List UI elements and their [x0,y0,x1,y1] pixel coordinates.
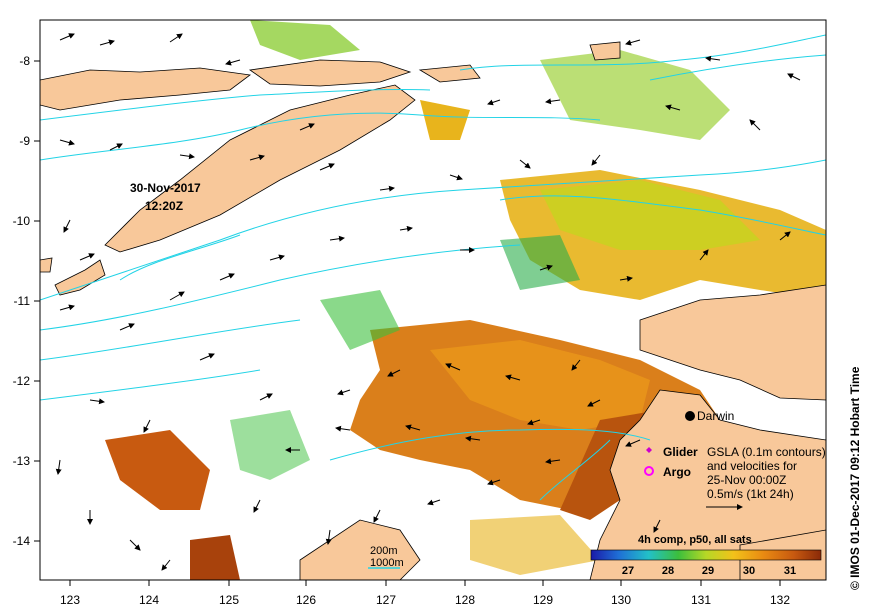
timestamp-line2: 12:20Z [145,199,183,213]
colorbar-tick-label: 28 [662,565,674,577]
y-tick-label: -10 [13,214,31,228]
x-tick-label: 131 [691,593,711,607]
credit-text: © IMOS 01-Dec-2017 09:12 Hobart Time [848,366,862,590]
y-tick-label: -13 [13,454,31,468]
colorbar-tick-label: 27 [622,565,634,577]
x-tick-label: 125 [219,593,239,607]
x-tick-label: 126 [296,593,316,607]
sst-field [105,20,826,580]
argo-legend-label: Argo [663,465,691,479]
city-label: Darwin [697,409,734,423]
x-axis: 123 124 125 126 127 128 129 130 131 132 [60,580,790,607]
colorbar-tick-label: 30 [743,565,755,577]
colorbar: 4h comp, p50, all sats 27 28 29 30 31 [590,534,822,577]
gsla-note-line1: GSLA (0.1m contours) [707,445,826,459]
timestamp-line1: 30-Nov-2017 [130,181,201,195]
colorbar-gradient [590,549,822,561]
land [40,41,826,580]
y-tick-label: -11 [14,294,31,308]
glider-legend-label: Glider [663,445,698,459]
y-tick-label: -8 [19,54,30,68]
contour-200-label: 200m [370,545,398,557]
y-tick-label: -9 [19,134,30,148]
argo-marker [644,466,654,476]
x-tick-label: 124 [139,593,159,607]
gsla-note-line3: 25-Nov 00:00Z [707,473,786,487]
colorbar-tick-label: 31 [784,565,796,577]
y-tick-label: -14 [13,534,31,548]
glider-marker [646,447,652,453]
colorbar-title: 4h comp, p50, all sats [638,534,752,546]
darwin-marker [685,411,695,421]
plot-frame [39,19,827,581]
contour-1000-label: 1000m [370,557,404,569]
gsla-note-line4: 0.5m/s (1kt 24h) [707,487,794,501]
x-tick-label: 132 [770,593,790,607]
gsla-note-line2: and velocities for [707,459,797,473]
bathymetry-contours [40,34,826,501]
x-tick-label: 128 [455,593,475,607]
velocity-arrows [55,33,801,571]
x-tick-label: 127 [376,593,396,607]
x-tick-label: 130 [611,593,631,607]
colorbar-tick-label: 29 [702,565,714,577]
x-tick-label: 129 [533,593,553,607]
x-tick-label: 123 [60,593,80,607]
y-axis: -8 -9 -10 -11 -12 -13 -14 [13,54,40,548]
y-tick-label: -12 [13,374,31,388]
colorbar-ticks: 27 28 29 30 31 [622,565,796,577]
